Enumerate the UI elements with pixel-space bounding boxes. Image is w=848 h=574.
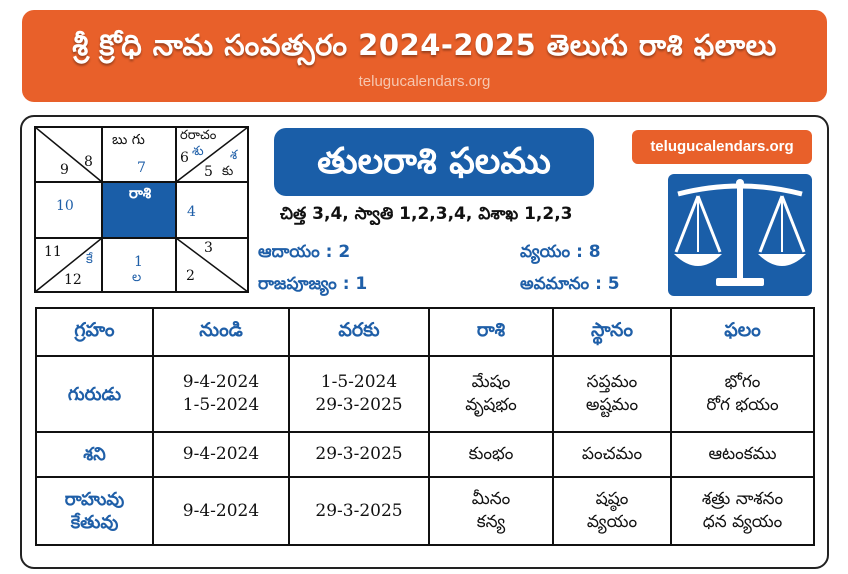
col-header-from: నుండి: [152, 307, 290, 357]
cell-planet: గురుడు: [35, 355, 154, 433]
cell-planet: శని: [35, 431, 154, 478]
house-8: 8: [84, 154, 93, 170]
banner-title: శ్రీ క్రోధి నామ సంవత్సరం 2024-2025 తెలుగ…: [72, 28, 777, 62]
banner-url: telugucalendars.org: [358, 73, 491, 90]
house-9: 9: [60, 162, 69, 178]
cell-from: 9-4-2024: [152, 431, 290, 478]
cell-to: 29-3-2025: [288, 476, 430, 546]
kundali-chart: 9 8 బు గు 7 రరాచం 6 శు శ 5 కు 10 రాశి 4 …: [34, 126, 249, 293]
cell-line: మేషం: [471, 372, 511, 392]
house-7: 7: [137, 160, 146, 176]
house-12-ketu: కే: [86, 252, 93, 267]
house-1: 1: [134, 254, 143, 270]
house-6-venus: శు: [192, 144, 204, 159]
cell-line: శత్రు నాశనం: [701, 489, 784, 509]
rashi-center-label: రాశి: [128, 184, 152, 202]
cell-phalam: భోగం రోగ భయం: [670, 355, 815, 433]
col-header-planet: గ్రహం: [35, 307, 154, 357]
cell-line: రాహువు: [64, 489, 125, 510]
cell-rashi: మేషం వృషభం: [428, 355, 554, 433]
cell-line: కేతువు: [70, 512, 119, 533]
cell-line: సప్తమం: [586, 372, 638, 392]
house-4: 4: [187, 204, 196, 220]
cell-line: 1-5-2024: [182, 395, 260, 415]
house-5: 5: [204, 164, 213, 180]
house-7-planets: బు గు: [112, 132, 145, 148]
house-6-planets: రరాచం: [180, 128, 217, 143]
col-header-sthanam: స్థానం: [552, 307, 672, 357]
cell-line: భోగం: [724, 372, 761, 392]
cell-line: అష్టమం: [585, 395, 639, 415]
table-header-row: గ్రహం నుండి వరకు రాశి స్థానం ఫలం: [35, 307, 815, 357]
header-banner: శ్రీ క్రోధి నామ సంవత్సరం 2024-2025 తెలుగ…: [22, 10, 827, 102]
cell-from: 9-4-2024: [152, 476, 290, 546]
house-6-saturn: శ: [230, 148, 238, 163]
site-url-badge[interactable]: telugucalendars.org: [632, 130, 812, 164]
cell-sthanam: పంచమం: [552, 431, 672, 478]
cell-sthanam: సప్తమం అష్టమం: [552, 355, 672, 433]
col-header-rashi: రాశి: [428, 307, 554, 357]
cell-sthanam: షష్ఠం వ్యయం: [552, 476, 672, 546]
col-header-phalam: ఫలం: [670, 307, 815, 357]
table-row: గురుడు 9-4-2024 1-5-2024 1-5-2024 29-3-2…: [35, 355, 815, 433]
rashi-card: [20, 115, 829, 569]
cell-line: 29-3-2025: [315, 395, 403, 415]
stat-aadaayam: ఆదాయం : 2: [258, 242, 351, 262]
cell-line: కన్య: [476, 512, 506, 532]
cell-line: రోగ భయం: [706, 395, 779, 415]
cell-phalam: శత్రు నాశనం ధన వ్యయం: [670, 476, 815, 546]
col-header-to: వరకు: [288, 307, 430, 357]
house-3: 3: [204, 240, 213, 256]
nakshatra-line: చిత్త 3,4, స్వాతి 1,2,3,4, విశాఖ 1,2,3: [280, 204, 573, 224]
house-12: 12: [64, 272, 82, 288]
cell-to: 1-5-2024 29-3-2025: [288, 355, 430, 433]
cell-from: 9-4-2024 1-5-2024: [152, 355, 290, 433]
rashi-title: తులరాశి ఫలము: [274, 128, 594, 196]
house-5-mars: కు: [222, 164, 234, 179]
cell-rashi: కుంభం: [428, 431, 554, 478]
house-2: 2: [186, 268, 195, 284]
table-row: శని 9-4-2024 29-3-2025 కుంభం పంచమం ఆటంకమ…: [35, 431, 815, 478]
cell-line: వృషభం: [465, 395, 517, 415]
stat-avamanam: అవమానం : 5: [520, 274, 620, 294]
libra-scale-icon: [668, 174, 812, 296]
cell-line: షష్ఠం: [595, 489, 629, 509]
cell-line: వ్యయం: [586, 512, 638, 532]
cell-line: 9-4-2024: [182, 372, 260, 392]
transit-table: గ్రహం నుండి వరకు రాశి స్థానం ఫలం గురుడు …: [35, 307, 815, 546]
cell-phalam: ఆటంకము: [670, 431, 815, 478]
house-11: 11: [44, 244, 62, 260]
cell-line: మీనం: [471, 489, 511, 509]
house-1-lagna: ల: [132, 270, 142, 285]
house-6: 6: [180, 150, 189, 166]
cell-line: ధన వ్యయం: [702, 512, 783, 532]
stat-rajapujyam: రాజపూజ్యం : 1: [258, 274, 368, 294]
stat-vyayam: వ్యయం : 8: [520, 242, 601, 262]
cell-rashi: మీనం కన్య: [428, 476, 554, 546]
cell-planet: రాహువు కేతువు: [35, 476, 154, 546]
table-row: రాహువు కేతువు 9-4-2024 29-3-2025 మీనం కన…: [35, 476, 815, 546]
cell-to: 29-3-2025: [288, 431, 430, 478]
cell-line: 1-5-2024: [320, 372, 398, 392]
house-10: 10: [56, 198, 74, 214]
